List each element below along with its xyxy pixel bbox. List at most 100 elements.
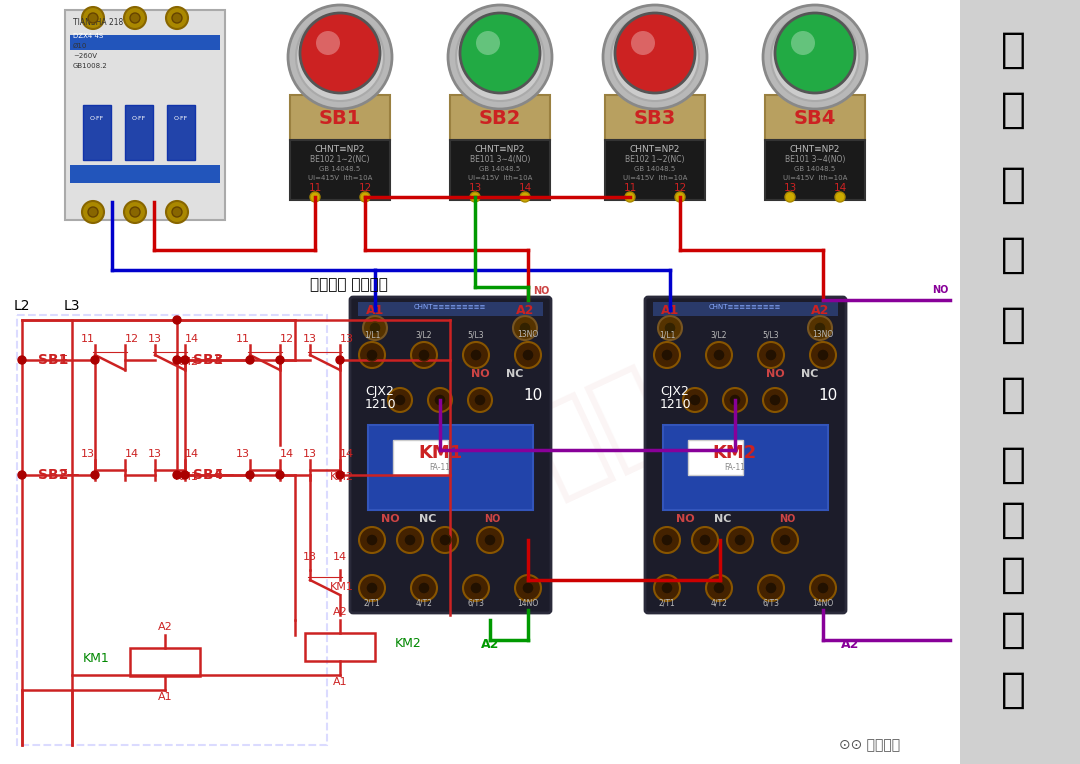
Circle shape: [124, 201, 146, 223]
Text: KM1: KM1: [418, 444, 462, 462]
Circle shape: [654, 575, 680, 601]
Text: 13: 13: [303, 449, 318, 459]
Circle shape: [816, 582, 829, 594]
Circle shape: [816, 349, 829, 361]
Text: 顺: 顺: [1000, 29, 1026, 71]
Circle shape: [814, 322, 826, 334]
Text: KM2: KM2: [330, 472, 354, 482]
Bar: [663, 425, 828, 510]
Text: E—: E—: [59, 468, 80, 481]
Circle shape: [463, 575, 489, 601]
Circle shape: [758, 342, 784, 368]
Bar: [605, 140, 705, 200]
Circle shape: [515, 342, 541, 368]
Bar: [765, 140, 865, 200]
Circle shape: [366, 349, 378, 361]
Circle shape: [411, 342, 437, 368]
Circle shape: [363, 316, 387, 340]
Text: 淡水: 淡水: [517, 354, 683, 507]
Circle shape: [810, 342, 836, 368]
Text: GB 14048.5: GB 14048.5: [480, 166, 521, 172]
Bar: [70, 35, 220, 50]
Text: CHNT≡NP2: CHNT≡NP2: [789, 145, 840, 154]
Circle shape: [460, 13, 540, 93]
Bar: [605, 95, 705, 140]
Text: NO: NO: [676, 514, 694, 524]
Circle shape: [336, 356, 345, 364]
Text: GB1008.2: GB1008.2: [73, 63, 108, 69]
Text: 12: 12: [125, 334, 139, 344]
Circle shape: [765, 349, 777, 361]
Text: 次: 次: [1000, 499, 1026, 541]
Text: 14: 14: [185, 449, 199, 459]
Text: SB2: SB2: [478, 108, 522, 128]
Circle shape: [775, 13, 855, 93]
Text: A1: A1: [333, 677, 348, 687]
Circle shape: [366, 534, 378, 546]
Circle shape: [166, 201, 188, 223]
Circle shape: [181, 471, 189, 479]
Text: A1: A1: [158, 692, 173, 702]
Circle shape: [699, 534, 711, 546]
Text: 13: 13: [783, 183, 797, 193]
Text: SB4: SB4: [794, 108, 836, 128]
Text: 13: 13: [340, 334, 354, 344]
Text: 13NO: 13NO: [517, 330, 539, 339]
Text: CJX2: CJX2: [365, 385, 394, 398]
Bar: [960, 0, 1080, 764]
Circle shape: [418, 582, 430, 594]
Circle shape: [124, 7, 146, 29]
Text: Ui=415V  Ith=10A: Ui=415V Ith=10A: [308, 175, 373, 181]
Circle shape: [246, 356, 254, 364]
Text: O·FF: O·FF: [132, 116, 146, 121]
Bar: [305, 633, 375, 661]
Bar: [0, 0, 960, 764]
Bar: [65, 10, 225, 220]
Text: A2: A2: [333, 607, 348, 617]
Circle shape: [360, 192, 370, 202]
Text: 11: 11: [623, 183, 636, 193]
Circle shape: [723, 388, 747, 412]
Bar: [765, 95, 865, 140]
Text: SB2: SB2: [38, 468, 68, 482]
Circle shape: [615, 13, 696, 93]
Text: NO: NO: [484, 514, 500, 524]
Circle shape: [661, 582, 673, 594]
Text: 1210: 1210: [365, 398, 396, 411]
Text: 启: 启: [1000, 89, 1026, 131]
Text: 11: 11: [237, 334, 249, 344]
Circle shape: [474, 394, 486, 406]
Text: 理: 理: [1000, 609, 1026, 651]
Circle shape: [310, 192, 320, 202]
Circle shape: [296, 13, 384, 101]
Text: 13: 13: [237, 449, 249, 459]
Text: BE101 3∼4(NO): BE101 3∼4(NO): [785, 155, 846, 164]
Text: 原: 原: [1000, 554, 1026, 596]
Text: CJX2: CJX2: [660, 385, 689, 398]
Circle shape: [808, 316, 832, 340]
Circle shape: [91, 471, 99, 479]
Text: 14: 14: [518, 183, 531, 193]
Circle shape: [654, 527, 680, 553]
Bar: [291, 140, 390, 200]
Text: 12: 12: [280, 334, 294, 344]
Circle shape: [779, 534, 791, 546]
Text: 14: 14: [333, 552, 347, 562]
Text: NO: NO: [932, 285, 948, 295]
Bar: [688, 440, 743, 475]
Circle shape: [246, 471, 254, 479]
Circle shape: [369, 322, 381, 334]
Bar: [450, 140, 550, 200]
Circle shape: [359, 342, 384, 368]
Text: 制: 制: [1000, 374, 1026, 416]
Circle shape: [791, 31, 815, 55]
Circle shape: [762, 388, 787, 412]
Circle shape: [625, 192, 635, 202]
Bar: [653, 302, 838, 316]
Bar: [125, 105, 153, 160]
Text: 6/T3: 6/T3: [468, 599, 485, 608]
Bar: [357, 302, 543, 316]
Circle shape: [434, 394, 446, 406]
Text: A2: A2: [841, 638, 860, 651]
Circle shape: [785, 192, 795, 202]
